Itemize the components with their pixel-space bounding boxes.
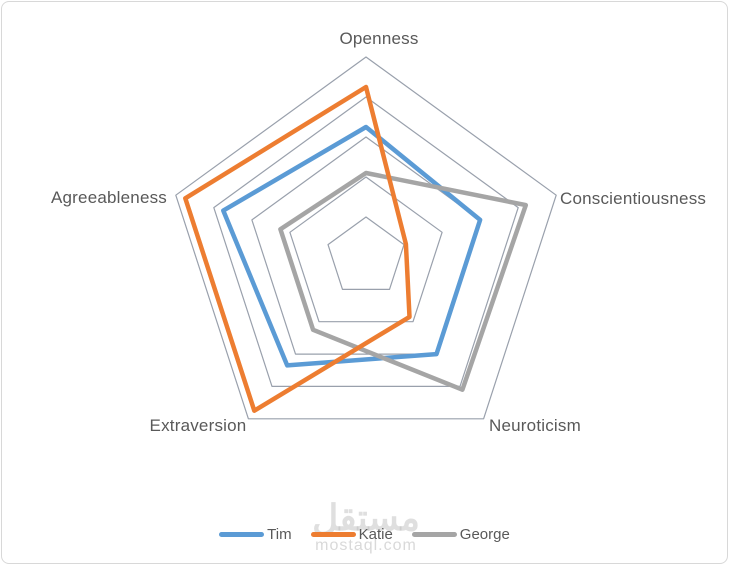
axis-label-extraversion: Extraversion: [149, 416, 247, 435]
legend-swatch-tim: [219, 532, 265, 537]
series-george: [278, 170, 529, 392]
axis-label-agreeableness: Agreeableness: [50, 188, 167, 207]
grid-ring-2: [289, 176, 443, 323]
grid-ring-5: [175, 56, 557, 420]
legend-item-katie[interactable]: Katie: [310, 526, 393, 543]
legend-label-george: George: [459, 526, 510, 543]
axis-label-openness: Openness: [339, 29, 419, 48]
legend-label-katie: Katie: [358, 526, 393, 543]
grid-ring-1: [327, 216, 405, 290]
series-katie: [183, 84, 412, 413]
legend-label-tim: Tim: [267, 526, 292, 543]
series-tim: [221, 124, 483, 368]
axis-label-conscientiousness: Conscientiousness: [560, 189, 707, 208]
legend-swatch-george: [411, 532, 457, 537]
legend-swatch-katie: [310, 532, 356, 537]
chart-legend: Tim Katie George: [2, 526, 727, 543]
grid-ring-4: [213, 96, 519, 387]
legend-item-tim[interactable]: Tim: [219, 526, 292, 543]
axis-label-neuroticism: Neuroticism: [489, 416, 581, 435]
legend-item-george[interactable]: George: [411, 526, 510, 543]
